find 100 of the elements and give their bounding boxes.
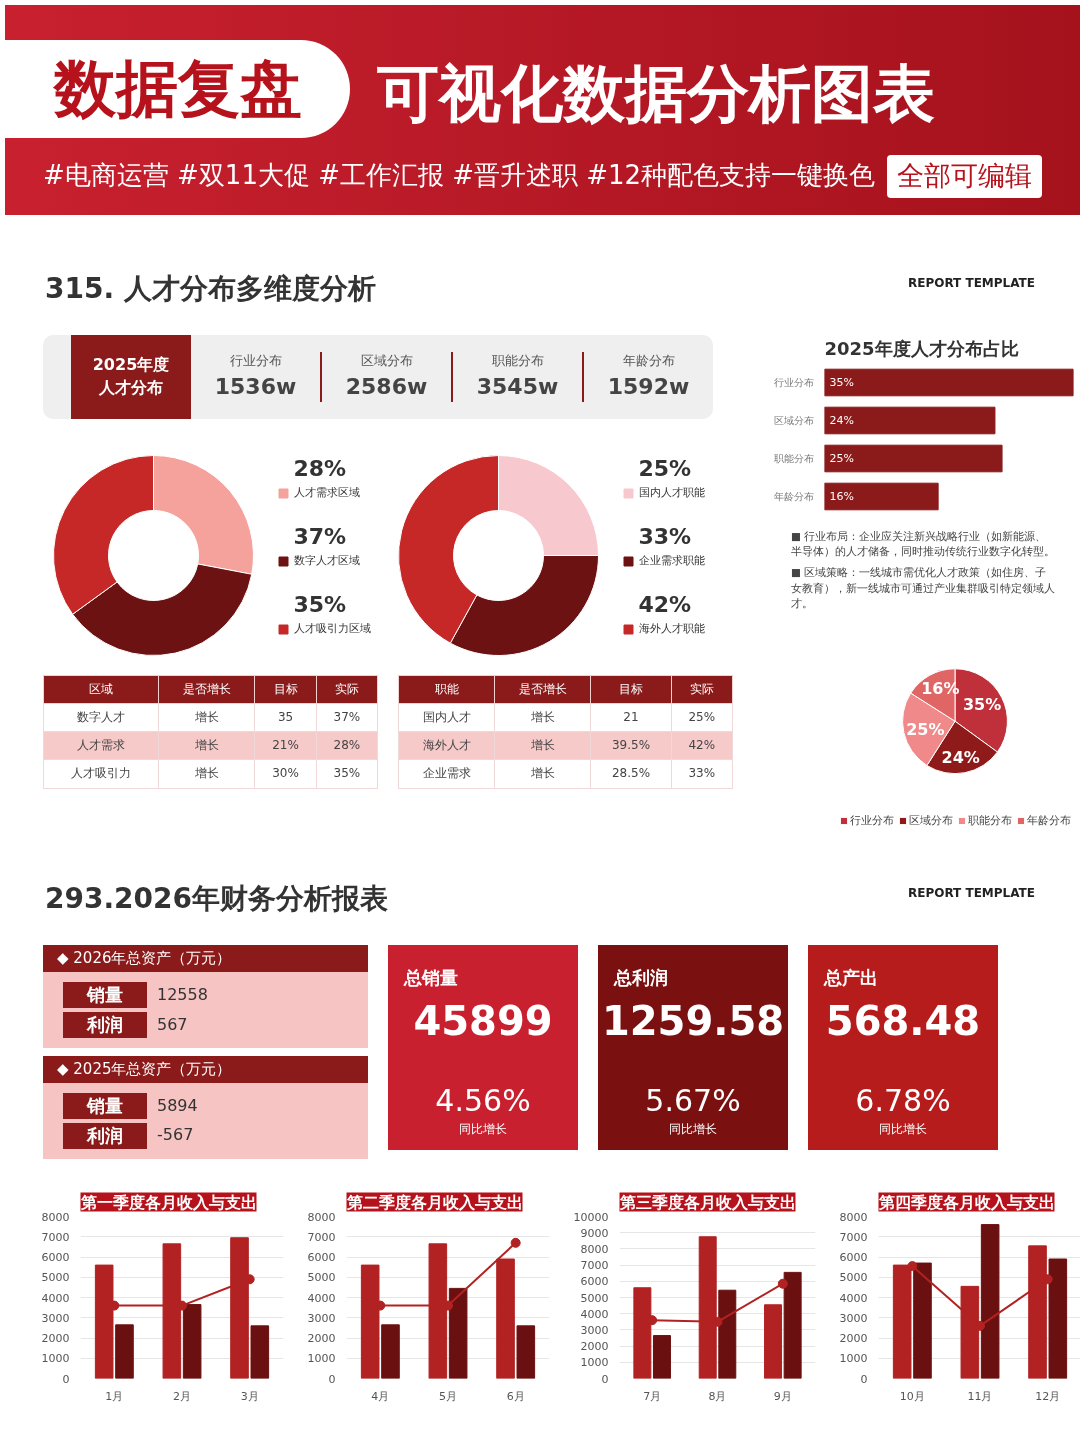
- y-tick-label: 6000: [839, 1251, 868, 1264]
- bar: [652, 1335, 671, 1379]
- x-tick-label: 9月: [773, 1389, 792, 1403]
- text: 总销量: [404, 966, 458, 990]
- data-label: 35%: [829, 376, 854, 389]
- bar: [824, 368, 1074, 397]
- bar: [764, 1304, 783, 1379]
- text: 总利润: [614, 966, 668, 990]
- y-tick-label: 8000: [41, 1210, 70, 1224]
- category-label: 实际: [316, 675, 378, 704]
- y-tick-label: 年龄分布: [773, 491, 814, 502]
- text: REPORT TEMPLATE: [907, 275, 1035, 292]
- data-label: 35%: [962, 694, 1002, 714]
- data-label: 35%: [293, 591, 347, 617]
- text: 同比增长: [458, 1121, 508, 1138]
- text: 33%: [671, 759, 733, 789]
- y-tick-label: 7000: [307, 1230, 336, 1244]
- text: 567: [157, 1013, 188, 1036]
- text: 21: [590, 703, 672, 732]
- x-tick-label: 10月: [899, 1389, 925, 1403]
- x-tick-label: 12月: [1035, 1389, 1061, 1403]
- y-tick-label: 2000: [41, 1332, 70, 1345]
- bar: [824, 406, 996, 435]
- text: 增长: [158, 703, 255, 732]
- bar: [115, 1324, 134, 1379]
- y-tick-label: 3000: [580, 1323, 609, 1337]
- bar: [824, 444, 1003, 473]
- text: 增长: [158, 731, 255, 760]
- text: 293.2026年财务分析报表: [45, 881, 389, 917]
- y-tick-label: 3000: [839, 1311, 868, 1325]
- text: 315. 人才分布多维度分析: [45, 271, 376, 307]
- bar: [250, 1325, 270, 1379]
- text: #电商运营 #双11大促 #工作汇报 #晋升述职 #12种配色支持一键换色: [43, 159, 876, 192]
- data-label: 16%: [829, 490, 854, 503]
- y-tick-label: 9000: [580, 1226, 609, 1240]
- text: 39.5%: [590, 731, 672, 760]
- category-label: 年龄分布: [621, 352, 676, 370]
- bar: [516, 1325, 536, 1379]
- x-tick-label: 3月: [240, 1389, 259, 1403]
- text: 5894: [157, 1094, 198, 1117]
- bar: [448, 1287, 468, 1379]
- x-tick-label: 7月: [643, 1389, 662, 1403]
- bar: [824, 482, 939, 511]
- text: 销量: [63, 982, 147, 1009]
- text: 同比增长: [878, 1121, 928, 1138]
- text: 3545w: [476, 373, 559, 399]
- text: 数字人才: [43, 703, 159, 732]
- text: 5.67%: [644, 1082, 742, 1120]
- text: 4.56%: [434, 1082, 532, 1120]
- y-tick-label: 7000: [580, 1259, 609, 1273]
- text: 28%: [316, 731, 378, 760]
- text: 6.78%: [854, 1082, 952, 1120]
- data-label: 25%: [829, 452, 854, 465]
- text: 增长: [158, 759, 255, 789]
- text: 销量: [63, 1093, 147, 1119]
- y-tick-label: 1000: [580, 1356, 609, 1370]
- text: 28.5%: [590, 759, 672, 789]
- category-label: 实际: [671, 675, 733, 704]
- point: [907, 1261, 918, 1272]
- text: REPORT TEMPLATE: [907, 885, 1035, 902]
- y-tick-label: 1000: [307, 1352, 336, 1366]
- y-tick-label: 8000: [839, 1210, 868, 1224]
- x-tick-label: 5月: [439, 1389, 457, 1403]
- data-label: 42%: [638, 591, 692, 617]
- category-label: 职能分布: [490, 352, 545, 370]
- text: 2025年度人才分布: [91, 354, 171, 399]
- y-tick-label: 2000: [580, 1340, 609, 1354]
- bar: [1048, 1258, 1068, 1379]
- bar: [783, 1271, 802, 1379]
- category-label: 区域: [43, 675, 159, 704]
- data-label: 28%: [293, 455, 347, 481]
- point: [777, 1278, 788, 1289]
- category-label: 职能: [398, 675, 495, 704]
- data-label: 33%: [638, 523, 692, 549]
- y-tick-label: 1000: [41, 1352, 70, 1366]
- text: 1259.58: [600, 997, 786, 1046]
- text: ■ 区域策略：一线城市需优化人才政策（如住房、子女教育），新一线城市可通过产业集群吸引特定领域人才。: [791, 565, 1055, 611]
- chart-title: 第三季度各月收入与支出: [618, 1192, 796, 1212]
- text: -567: [157, 1124, 194, 1147]
- bar: [182, 1304, 202, 1379]
- legend-label: 年龄分布: [1026, 813, 1071, 828]
- y-tick-label: 6000: [307, 1251, 336, 1264]
- y-tick-label: 5000: [839, 1271, 868, 1285]
- y-tick-label: 5000: [580, 1291, 609, 1305]
- y-tick-label: 0: [860, 1372, 868, 1386]
- text: 增长: [494, 731, 591, 760]
- bar: [913, 1262, 932, 1379]
- text: 人才吸引力: [43, 759, 159, 789]
- y-tick-label: 职能分布: [773, 453, 814, 464]
- legend-label: 职能分布: [967, 813, 1012, 828]
- text: 海外人才: [398, 731, 495, 760]
- legend-label: 国内人才职能: [638, 485, 705, 499]
- y-tick-label: 4000: [41, 1291, 70, 1305]
- y-tick-label: 3000: [307, 1311, 336, 1325]
- category-label: 区域分布: [359, 352, 414, 370]
- text: 37%: [316, 703, 378, 732]
- y-tick-label: 8000: [580, 1242, 609, 1256]
- text: 45899: [412, 997, 554, 1046]
- text: ■ 行业布局：企业应关注新兴战略行业（如新能源、半导体）的人才储备，同时推动传统行业数字化转型。: [791, 529, 1055, 560]
- text: 30%: [254, 759, 317, 789]
